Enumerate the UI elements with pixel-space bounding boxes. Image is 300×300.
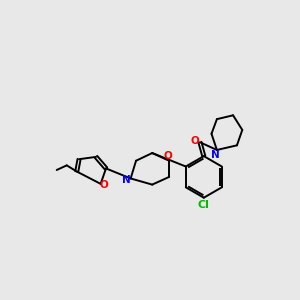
Text: N: N bbox=[122, 175, 131, 185]
Text: O: O bbox=[99, 180, 108, 190]
Text: O: O bbox=[163, 151, 172, 161]
Text: O: O bbox=[190, 136, 199, 146]
Text: N: N bbox=[211, 150, 220, 160]
Text: Cl: Cl bbox=[198, 200, 210, 210]
